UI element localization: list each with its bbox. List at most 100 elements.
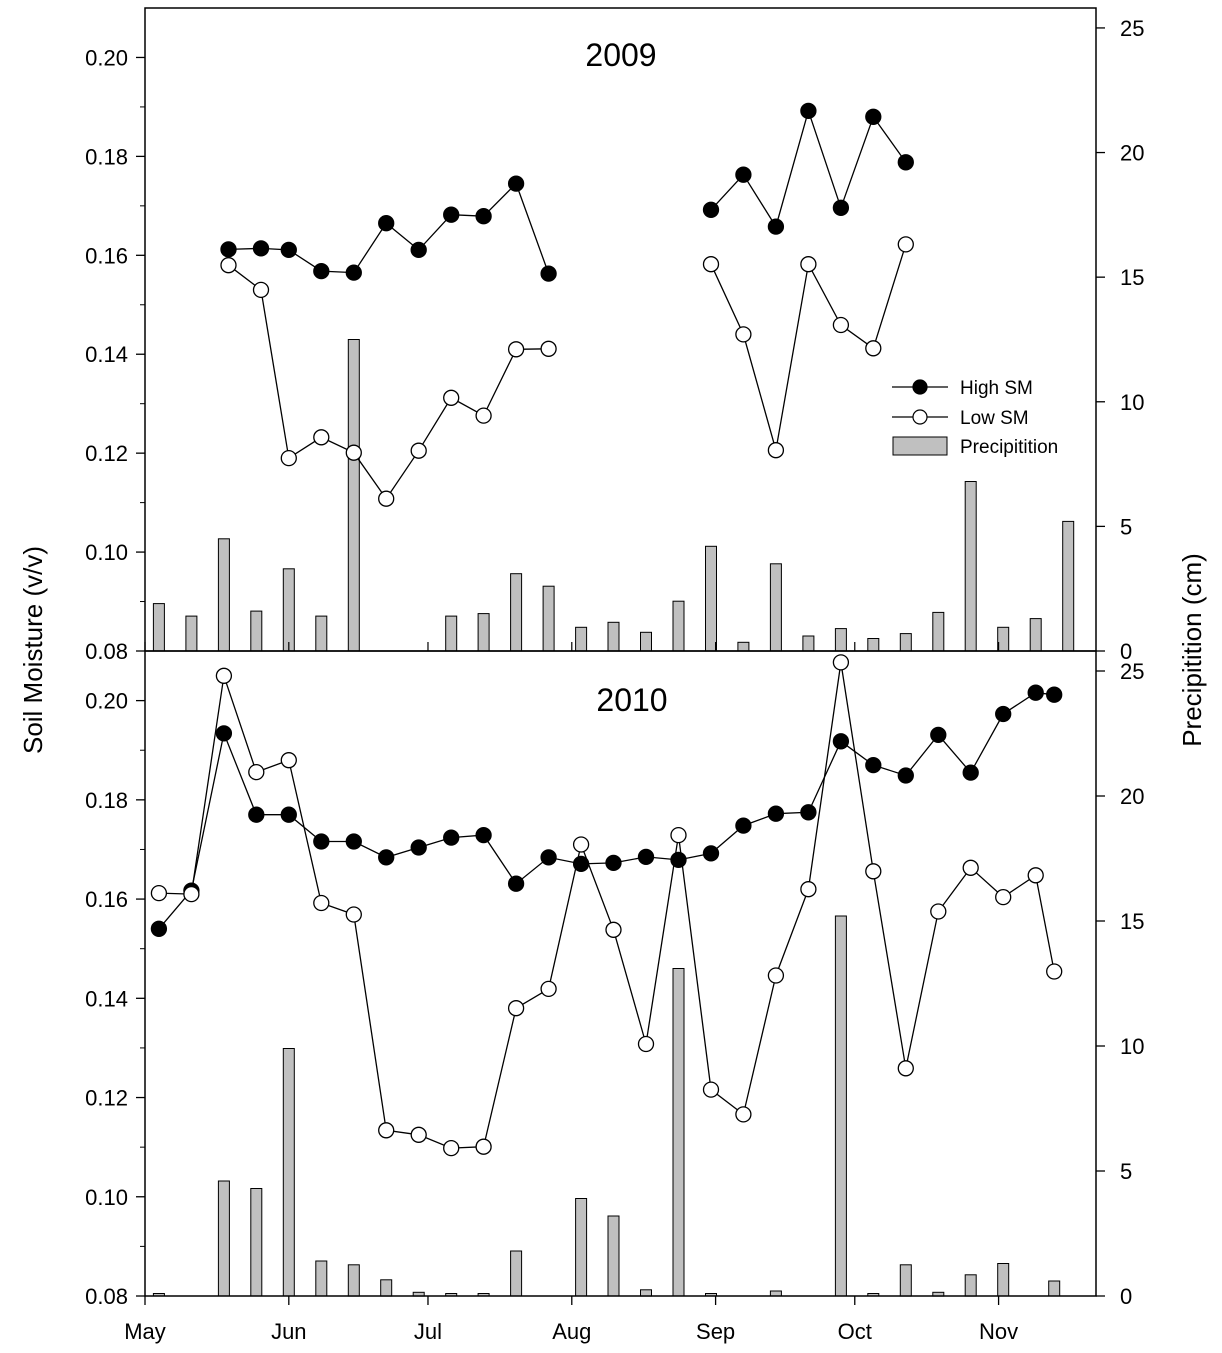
precip-bar-2009-8 bbox=[445, 615, 458, 652]
point-high-sm-2009-6 bbox=[410, 241, 427, 259]
soil-moisture-markers bbox=[150, 102, 1063, 1157]
point-high-sm-2010-0 bbox=[150, 920, 168, 937]
point-high-sm-2010-7 bbox=[378, 849, 395, 866]
point-high-sm-2010-19 bbox=[767, 805, 785, 822]
legend-label-low: Low SM bbox=[960, 408, 1029, 429]
point-high-sm-2009-0 bbox=[220, 241, 237, 258]
precip-bar-2009-17 bbox=[737, 641, 750, 652]
precip-bar-2009-5 bbox=[315, 615, 328, 652]
precip-bar-2009-9 bbox=[477, 613, 490, 652]
point-high-sm-2010-5 bbox=[313, 833, 330, 850]
right-axis-label: Precipitition (cm) bbox=[1177, 553, 1207, 747]
point-high-sm-2010-12 bbox=[540, 849, 557, 866]
point-low-sm-2009-1 bbox=[252, 281, 270, 299]
point-low-sm-2009-15 bbox=[800, 256, 817, 273]
point-low-sm-2009-17 bbox=[865, 340, 882, 357]
precip-bar-2010-23 bbox=[1048, 1280, 1061, 1297]
point-high-sm-2009-3 bbox=[313, 262, 330, 280]
point-high-sm-2010-24 bbox=[930, 726, 947, 744]
precip-bar-2010-11 bbox=[575, 1198, 588, 1297]
left-tick-label-2009-4: 0.16 bbox=[85, 243, 128, 268]
left-axis-label: Soil Moisture (v/v) bbox=[18, 546, 48, 754]
point-high-sm-2010-23 bbox=[897, 767, 914, 784]
point-high-sm-2009-1 bbox=[252, 240, 270, 257]
point-low-sm-2010-5 bbox=[313, 894, 330, 912]
panel-title-2009: 2009 bbox=[585, 37, 656, 73]
point-high-sm-2010-27 bbox=[1027, 684, 1044, 701]
right-tick-label-2010-5: 25 bbox=[1120, 659, 1144, 684]
precip-bar-2009-26 bbox=[1029, 618, 1042, 652]
point-low-sm-2009-7 bbox=[443, 389, 460, 406]
point-high-sm-2010-11 bbox=[507, 875, 525, 892]
point-high-sm-2009-12 bbox=[702, 201, 720, 218]
left-tick-label-2009-3: 0.14 bbox=[85, 342, 128, 367]
precip-bar-2009-12 bbox=[575, 626, 588, 652]
point-high-sm-2010-16 bbox=[670, 851, 687, 869]
point-high-sm-2009-7 bbox=[443, 206, 460, 223]
left-tick-label-2009-0: 0.08 bbox=[85, 639, 128, 664]
legend-label-precip: Precipitition bbox=[960, 437, 1058, 458]
point-low-sm-2009-16 bbox=[832, 316, 850, 334]
point-low-sm-2010-11 bbox=[507, 1000, 525, 1017]
point-low-sm-2010-24 bbox=[930, 903, 947, 920]
precip-bar-2009-4 bbox=[282, 568, 295, 652]
point-low-sm-2009-10 bbox=[540, 340, 557, 357]
left-tick-label-2010-1: 0.10 bbox=[85, 1185, 128, 1210]
precip-bar-2010-17 bbox=[834, 915, 847, 1297]
right-tick-label-2010-2: 10 bbox=[1120, 1034, 1144, 1059]
x-tick-label-3: Aug bbox=[552, 1319, 591, 1344]
point-low-sm-2010-9 bbox=[443, 1139, 460, 1157]
point-low-sm-2009-3 bbox=[313, 429, 330, 446]
right-tick-label-2010-4: 20 bbox=[1120, 784, 1144, 809]
point-high-sm-2010-10 bbox=[475, 826, 492, 844]
precip-bar-2010-13 bbox=[640, 1289, 652, 1297]
precip-bar-2009-3 bbox=[250, 610, 263, 652]
point-low-sm-2010-26 bbox=[995, 888, 1012, 906]
precip-bar-2009-22 bbox=[899, 633, 912, 652]
precip-bar-2009-19 bbox=[802, 635, 815, 652]
point-low-sm-2010-13 bbox=[572, 836, 590, 853]
precip-bar-2009-6 bbox=[347, 339, 360, 652]
point-low-sm-2010-22 bbox=[865, 863, 882, 880]
point-low-sm-2009-18 bbox=[897, 236, 914, 253]
point-low-sm-2010-8 bbox=[410, 1126, 427, 1143]
point-high-sm-2009-8 bbox=[475, 208, 492, 225]
precip-bar-2010-12 bbox=[607, 1215, 620, 1297]
line-low-sm-2009-0 bbox=[228, 264, 549, 500]
point-high-sm-2010-14 bbox=[605, 854, 622, 872]
x-tick-label-2: Jul bbox=[414, 1319, 442, 1344]
point-high-sm-2010-8 bbox=[410, 839, 427, 856]
precip-bar-2010-5 bbox=[347, 1264, 360, 1297]
plot-frame-2010 bbox=[144, 650, 1097, 1297]
point-low-sm-2009-0 bbox=[220, 257, 237, 274]
point-low-sm-2010-10 bbox=[475, 1138, 492, 1155]
right-tick-label-2009-3: 15 bbox=[1120, 265, 1144, 290]
point-low-sm-2010-2 bbox=[215, 667, 233, 684]
point-low-sm-2010-6 bbox=[345, 906, 362, 923]
point-low-sm-2010-23 bbox=[897, 1060, 914, 1077]
legend-swatch-precip bbox=[892, 436, 948, 456]
point-high-sm-2009-5 bbox=[378, 215, 395, 232]
precipitation-bars bbox=[152, 339, 1075, 1297]
point-high-sm-2009-17 bbox=[865, 108, 882, 125]
point-low-sm-2009-6 bbox=[410, 442, 427, 459]
left-tick-label-2009-6: 0.20 bbox=[85, 45, 128, 70]
precip-bar-2009-23 bbox=[932, 611, 945, 652]
point-low-sm-2010-7 bbox=[378, 1122, 395, 1139]
precip-bar-2009-14 bbox=[640, 631, 652, 652]
point-high-sm-2010-22 bbox=[865, 756, 882, 774]
precip-bar-2009-1 bbox=[185, 615, 198, 652]
precip-bar-2010-6 bbox=[380, 1279, 393, 1297]
point-high-sm-2009-14 bbox=[767, 218, 785, 235]
point-high-sm-2010-21 bbox=[832, 733, 850, 750]
point-high-sm-2010-17 bbox=[702, 845, 720, 862]
point-low-sm-2010-27 bbox=[1027, 867, 1044, 884]
precip-bar-2009-24 bbox=[964, 481, 977, 652]
left-tick-label-2010-0: 0.08 bbox=[85, 1284, 128, 1309]
point-high-sm-2009-4 bbox=[345, 264, 362, 281]
point-high-sm-2010-13 bbox=[572, 855, 590, 873]
point-low-sm-2010-20 bbox=[800, 881, 817, 898]
precip-bar-2009-13 bbox=[607, 621, 620, 652]
